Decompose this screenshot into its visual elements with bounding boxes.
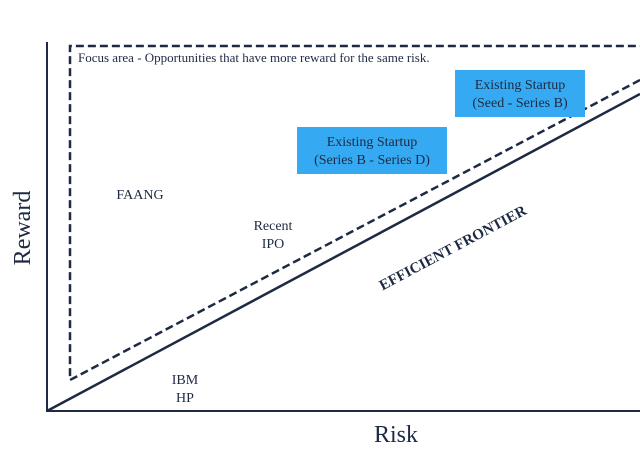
box bbox=[455, 70, 585, 117]
label: IPO bbox=[262, 237, 285, 252]
box-text: Existing Startup bbox=[475, 78, 566, 93]
focus-area-note: Focus area - Opportunities that have mor… bbox=[78, 50, 430, 65]
y-axis-label: Reward bbox=[10, 191, 36, 266]
label: Recent bbox=[254, 219, 293, 234]
box-text: (Seed - Series B) bbox=[472, 96, 568, 111]
label: HP bbox=[176, 391, 194, 406]
focus-area-border bbox=[68, 44, 640, 383]
label: FAANG bbox=[116, 188, 163, 203]
label: IBM bbox=[172, 373, 199, 388]
x-axis-label: Risk bbox=[374, 422, 418, 448]
box-text: Existing Startup bbox=[327, 135, 418, 150]
box-text: (Series B - Series D) bbox=[314, 153, 430, 168]
box bbox=[297, 127, 447, 174]
frontier-line bbox=[46, 92, 640, 413]
